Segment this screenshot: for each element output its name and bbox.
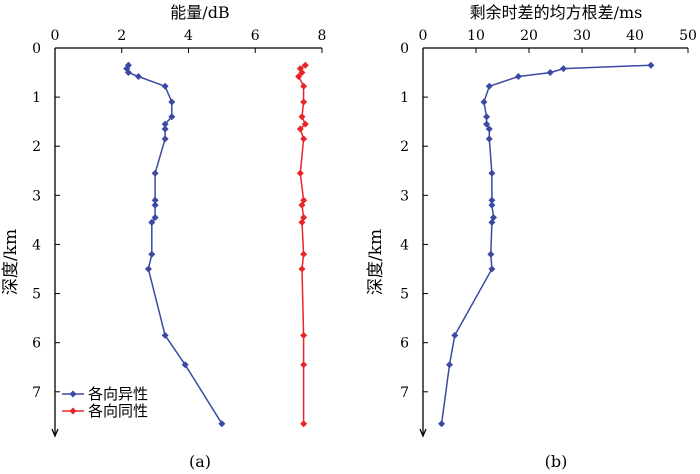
- panel-a-caption: (a): [189, 452, 211, 471]
- panel-a-data-point: [300, 251, 307, 258]
- panel-a-data-point: [135, 73, 142, 80]
- panel-a-data-point: [162, 135, 169, 142]
- panel-a-y-tick-labels: 0 1 2 3 4 5 6 7: [32, 41, 41, 401]
- panel-a-y-tick-label: 0: [32, 41, 41, 57]
- panel-a-series-line-0: [127, 65, 222, 424]
- panel-b-data-point: [488, 202, 495, 209]
- panel-b-y-tick-label: 1: [400, 90, 409, 106]
- panel-b-y-tick-label: 0: [400, 41, 409, 57]
- panel-b-x-tick-label: 10: [467, 28, 485, 44]
- panel-a-x-tick-label: 4: [184, 28, 193, 44]
- panel-b-x-tick-label: 0: [419, 28, 428, 44]
- panel-a-y-tick-label: 2: [32, 139, 41, 155]
- panel-a-data-point: [300, 135, 307, 142]
- panel-b-caption: (b): [545, 452, 568, 471]
- panel-a-data-point: [300, 361, 307, 368]
- panel-a-data-point: [152, 202, 159, 209]
- panel-a-data-point: [162, 126, 169, 133]
- panel-b-y-tick-labels: 0 1 2 3 4 5 6 7: [400, 41, 409, 401]
- panel-b-data-point: [487, 251, 494, 258]
- panel-a-y-tick-label: 1: [32, 90, 41, 106]
- panel-b-x-tick-labels: 0 10 20 30 40 50: [419, 28, 697, 44]
- panel-a-y-tick-label: 6: [32, 336, 41, 352]
- legend-marker-isotropic: [70, 408, 77, 415]
- panel-a-data-point: [298, 266, 305, 273]
- panel-a-x-tick-label: 6: [251, 28, 260, 44]
- panel-a-y-tick-label: 4: [32, 237, 41, 253]
- panel-b-data-point: [647, 62, 654, 69]
- panel-a-data-point: [168, 99, 175, 106]
- legend-label-isotropic: 各向同性: [88, 402, 148, 420]
- panel-b-data-point: [451, 332, 458, 339]
- panel-a-data-point: [297, 170, 304, 177]
- panel-a-data-point: [218, 420, 225, 427]
- panel-b-data-point: [488, 170, 495, 177]
- panel-a-data-point: [300, 83, 307, 90]
- panel-a-data-point: [152, 170, 159, 177]
- panel-a-x-tick-labels: 0 2 4 6 8: [51, 28, 327, 44]
- panel-b-y-tick-label: 7: [400, 385, 409, 401]
- panel-b-series-line-0: [442, 65, 651, 424]
- legend-label-anisotropic: 各向异性: [88, 385, 148, 403]
- panel-b-data-point: [547, 69, 554, 76]
- panel-a-data-point: [162, 83, 169, 90]
- panel-a-x-tick-label: 8: [318, 28, 327, 44]
- panel-a-title: 能量/dB: [170, 3, 229, 22]
- panel-b-x-tick-label: 40: [626, 28, 644, 44]
- panel-b-series: [438, 62, 654, 428]
- panel-a-y-axis-label: 深度/km: [1, 229, 21, 295]
- panel-a-data-point: [300, 332, 307, 339]
- panel-b-y-axis-label: 深度/km: [366, 229, 386, 295]
- panel-b-y-tick-label: 2: [400, 139, 409, 155]
- panel-a-y-tick-label: 7: [32, 385, 41, 401]
- panel-a-data-point: [298, 113, 305, 120]
- legend: 各向异性 各向同性: [62, 385, 148, 420]
- panel-b-data-point: [486, 83, 493, 90]
- legend-marker-anisotropic: [70, 391, 77, 398]
- panel-b-data-point: [486, 135, 493, 142]
- panel-b-data-point: [438, 420, 445, 427]
- panel-a-axes: [52, 48, 322, 436]
- panel-b-y-tick-label: 4: [400, 237, 409, 253]
- panel-a-data-point: [145, 266, 152, 273]
- panel-b-data-point: [515, 73, 522, 80]
- panel-a-series: [123, 62, 309, 428]
- panel-b-y-tick-label: 3: [400, 188, 409, 204]
- panel-a-x-tick-label: 2: [117, 28, 126, 44]
- panel-b-x-tick-label: 20: [520, 28, 538, 44]
- panel-b-data-point: [560, 65, 567, 72]
- panel-a-data-point: [300, 420, 307, 427]
- panel-b-x-tick-label: 50: [679, 28, 697, 44]
- panel-b-title: 剩余时差的均方根差/ms: [470, 3, 643, 22]
- panel-b-y-tick-label: 6: [400, 336, 409, 352]
- chart-figure: 能量/dB 0 2 4 6 8 0 1 2 3 4 5 6 7 深度/km 各向异性 各向同性 (a)…: [0, 0, 700, 474]
- panel-b-data-point: [488, 266, 495, 273]
- panel-a-y-tick-label: 5: [32, 287, 41, 303]
- panel-b-data-point: [446, 361, 453, 368]
- panel-a-data-point: [300, 99, 307, 106]
- panel-a-y-tick-label: 3: [32, 188, 41, 204]
- panel-b-data-point: [480, 99, 487, 106]
- panel-a-x-tick-label: 0: [51, 28, 60, 44]
- panel-a: 能量/dB 0 2 4 6 8 0 1 2 3 4 5 6 7 深度/km 各向异性 各向同性 (a): [1, 3, 326, 471]
- panel-b-axes: [420, 48, 688, 436]
- panel-b-data-point: [483, 113, 490, 120]
- panel-a-data-point: [148, 251, 155, 258]
- panel-b-x-tick-label: 30: [573, 28, 591, 44]
- panel-b-y-tick-label: 5: [400, 287, 409, 303]
